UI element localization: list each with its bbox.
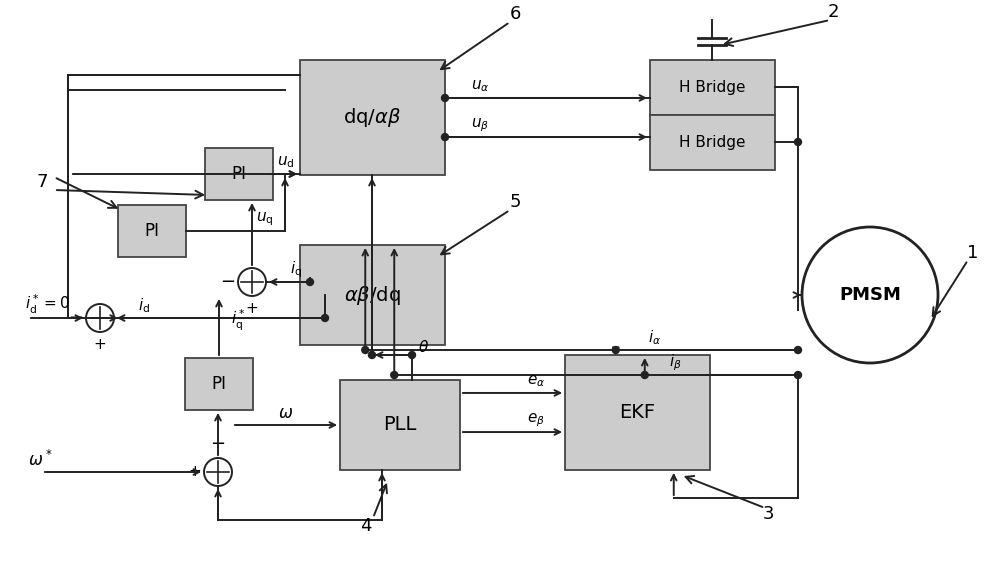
Text: $e_\alpha$: $e_\alpha$ — [527, 373, 545, 389]
Text: PI: PI — [145, 222, 160, 240]
Circle shape — [442, 133, 448, 140]
Text: PI: PI — [212, 375, 227, 393]
Text: 2: 2 — [827, 3, 839, 21]
Circle shape — [322, 315, 329, 321]
Circle shape — [409, 352, 416, 358]
Text: $\omega$: $\omega$ — [278, 404, 294, 422]
FancyBboxPatch shape — [185, 358, 253, 410]
FancyBboxPatch shape — [340, 380, 460, 470]
Circle shape — [794, 371, 801, 378]
Circle shape — [641, 371, 648, 378]
FancyBboxPatch shape — [118, 205, 186, 257]
FancyBboxPatch shape — [205, 148, 273, 200]
Text: −: − — [220, 273, 235, 291]
Text: 6: 6 — [509, 5, 521, 23]
FancyBboxPatch shape — [650, 115, 775, 170]
Text: +: + — [94, 337, 106, 352]
Circle shape — [794, 139, 801, 145]
Text: 3: 3 — [762, 505, 774, 523]
Text: $u_\beta$: $u_\beta$ — [471, 116, 489, 134]
Text: dq/$\alpha\beta$: dq/$\alpha\beta$ — [343, 106, 402, 129]
Text: $i_\mathrm{d}^* = 0$: $i_\mathrm{d}^* = 0$ — [25, 293, 70, 316]
Text: $i_\mathrm{d}$: $i_\mathrm{d}$ — [138, 296, 150, 315]
Circle shape — [369, 352, 376, 358]
Circle shape — [794, 346, 801, 353]
Text: PLL: PLL — [383, 416, 417, 435]
FancyBboxPatch shape — [300, 60, 445, 175]
Text: H Bridge: H Bridge — [679, 135, 746, 150]
Text: PMSM: PMSM — [839, 286, 901, 304]
Text: $i_\beta$: $i_\beta$ — [669, 353, 681, 373]
Text: $\theta$: $\theta$ — [418, 339, 430, 355]
Text: +: + — [246, 301, 258, 316]
Text: $\omega^*$: $\omega^*$ — [28, 450, 52, 470]
Text: 4: 4 — [360, 517, 372, 535]
FancyBboxPatch shape — [565, 355, 710, 470]
FancyBboxPatch shape — [300, 245, 445, 345]
FancyBboxPatch shape — [650, 60, 775, 115]
Circle shape — [307, 278, 314, 286]
Text: $i_\mathrm{q}$: $i_\mathrm{q}$ — [290, 260, 302, 280]
Text: $e_\beta$: $e_\beta$ — [527, 411, 545, 429]
Text: $\alpha\beta$/dq: $\alpha\beta$/dq — [344, 283, 401, 307]
Text: 1: 1 — [967, 244, 979, 262]
Text: $i_\alpha$: $i_\alpha$ — [648, 329, 662, 348]
Text: −: − — [210, 435, 226, 453]
Circle shape — [442, 94, 448, 102]
Text: $u_\alpha$: $u_\alpha$ — [471, 78, 489, 94]
Text: EKF: EKF — [619, 403, 656, 422]
Text: $u_\mathrm{d}$: $u_\mathrm{d}$ — [277, 154, 295, 170]
Circle shape — [391, 371, 398, 378]
Text: 5: 5 — [509, 193, 521, 211]
Text: $i_\mathrm{q}^*$: $i_\mathrm{q}^*$ — [231, 307, 246, 332]
Text: PI: PI — [232, 165, 247, 183]
Text: H Bridge: H Bridge — [679, 80, 746, 95]
Text: 7: 7 — [36, 173, 48, 191]
Text: −: − — [68, 309, 83, 327]
Text: +: + — [188, 465, 201, 479]
Circle shape — [612, 346, 619, 353]
Circle shape — [362, 346, 369, 353]
Text: $u_\mathrm{q}$: $u_\mathrm{q}$ — [256, 210, 274, 228]
